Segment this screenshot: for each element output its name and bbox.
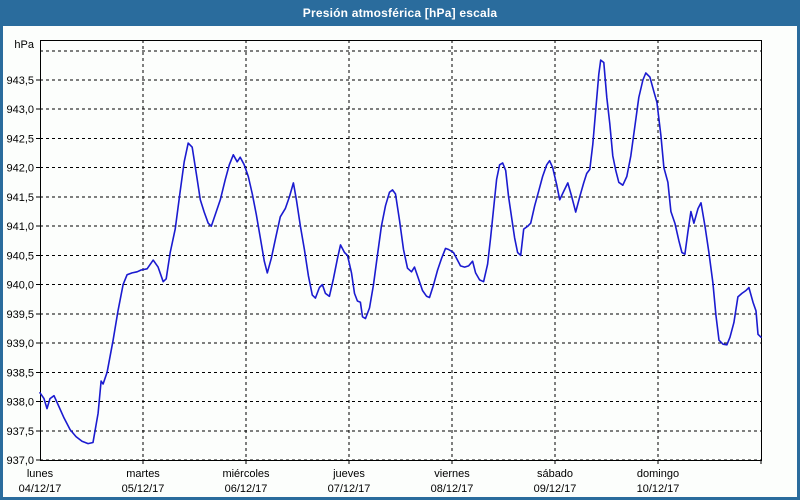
x-date-label: 05/12/17 [122,483,165,495]
x-day-label: lunes [27,468,54,480]
x-date-label: 10/12/17 [637,483,680,495]
y-tick-label: 939,5 [6,309,34,321]
y-tick-label: 941,0 [6,221,34,233]
x-date-label: 09/12/17 [534,483,577,495]
y-tick-label: 940,0 [6,280,34,292]
x-day-label: jueves [332,468,365,480]
y-tick-label: 942,0 [6,163,34,175]
window-title: Presión atmosférica [hPa] escala [302,6,498,20]
y-tick-label: 943,0 [6,104,34,116]
x-date-label: 07/12/17 [328,483,371,495]
x-day-label: viernes [434,468,470,480]
y-tick-label: 937,5 [6,426,34,438]
plot-frame [40,40,762,461]
y-tick-label: 939,0 [6,338,34,350]
x-day-label: sábado [537,468,573,480]
y-tick-label: 941,5 [6,192,34,204]
y-axis-unit-label: hPa [14,39,34,51]
y-tick-label: 938,5 [6,367,34,379]
y-tick-label: 942,5 [6,133,34,145]
x-day-label: martes [126,468,160,480]
window-title-bar: Presión atmosférica [hPa] escala [0,0,800,26]
y-tick-label: 943,5 [6,75,34,87]
x-date-label: 08/12/17 [431,483,474,495]
x-day-label: domingo [637,468,679,480]
y-tick-label: 938,0 [6,397,34,409]
x-date-label: 06/12/17 [225,483,268,495]
x-day-label: miércoles [222,468,270,480]
pressure-line-series [39,59,762,445]
y-tick-label: 937,0 [6,455,34,467]
x-date-label: 04/12/17 [19,483,62,495]
y-tick-label: 940,5 [6,250,34,262]
